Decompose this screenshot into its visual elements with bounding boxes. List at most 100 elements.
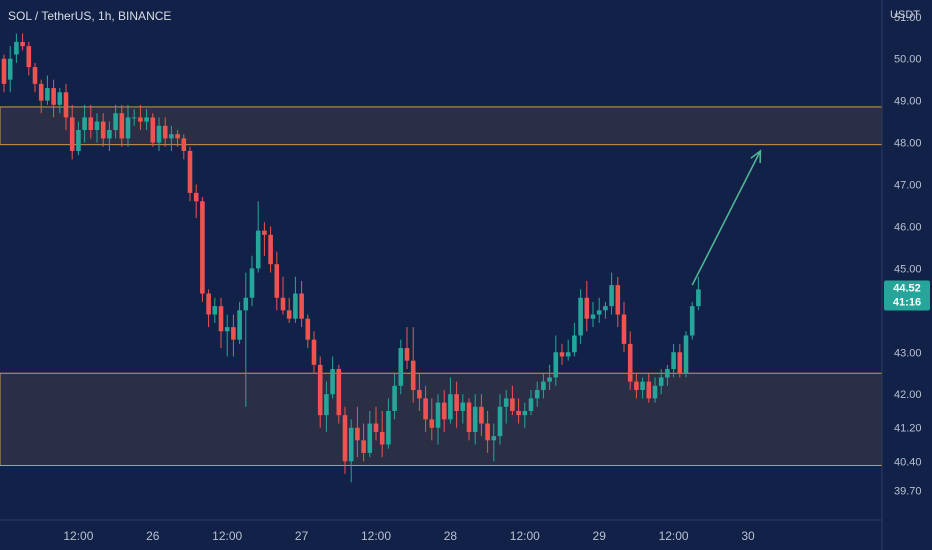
candle [224, 314, 230, 357]
candle-body [69, 117, 75, 151]
candle-body [398, 348, 404, 386]
candle-body [150, 117, 156, 143]
candle [76, 121, 81, 156]
projection-arrowhead [750, 149, 762, 163]
candle [609, 272, 614, 315]
candle [553, 335, 559, 386]
candle [671, 343, 676, 378]
candle [578, 289, 583, 344]
candle [200, 197, 205, 302]
candle [410, 327, 416, 403]
time-tick-label: 28 [444, 529, 458, 543]
current-price-tag: 44.52 41:16 [884, 280, 930, 311]
candle-body [479, 406, 484, 424]
candle-body [516, 410, 521, 416]
price-tick-label: 41.20 [894, 423, 922, 435]
candle [63, 83, 69, 130]
candle-body [224, 327, 230, 332]
candle [255, 201, 261, 273]
candle [268, 226, 273, 273]
candle [658, 369, 664, 395]
candle-body [559, 352, 565, 357]
candle [386, 398, 391, 449]
candle [175, 130, 180, 147]
candle-body [100, 121, 106, 139]
candle-body [609, 285, 614, 307]
candle [547, 364, 552, 390]
candle [516, 398, 521, 424]
candle-body [541, 381, 546, 390]
candle [193, 184, 199, 219]
candle [206, 289, 211, 328]
candle [119, 104, 125, 147]
candle-body [404, 348, 410, 361]
candle-body [373, 423, 379, 432]
candle-body [677, 352, 683, 374]
candle-body [32, 67, 38, 84]
candle [14, 33, 19, 63]
candle [348, 419, 354, 483]
candle [460, 394, 466, 424]
candle-body [367, 423, 373, 453]
candle-body [94, 121, 100, 130]
candle-body [485, 423, 490, 441]
candle-body [212, 306, 218, 315]
candle-body [510, 398, 515, 411]
candle-body [528, 398, 534, 411]
candle-body [119, 113, 125, 139]
price-tick-label: 45.00 [894, 263, 922, 275]
candle [138, 104, 143, 130]
projection-line [691, 150, 762, 286]
candle-body [113, 113, 118, 130]
candle-body [565, 352, 571, 357]
candle-body [658, 377, 664, 386]
candle-body [355, 427, 360, 441]
candle-body [454, 394, 459, 411]
time-tick-label: 12:00 [212, 529, 242, 543]
candle-body [57, 92, 63, 105]
candle-body [429, 419, 435, 428]
candle [107, 121, 112, 151]
candle [596, 297, 602, 323]
current-price-value: 44.52 [893, 283, 921, 295]
candle [615, 276, 621, 328]
candle [150, 113, 156, 147]
candle [156, 117, 162, 151]
candle [299, 280, 304, 328]
candle [7, 46, 13, 93]
candle-body [392, 385, 397, 411]
price-tick-label: 47.00 [894, 180, 922, 192]
candle-body [646, 381, 652, 399]
candle [621, 301, 627, 353]
candle-body [410, 360, 416, 390]
candle [472, 394, 478, 445]
candle [398, 339, 404, 395]
candle [497, 394, 503, 445]
candle [355, 406, 360, 458]
candle-body [187, 150, 193, 193]
price-tick-label: 39.70 [894, 486, 922, 498]
time-tick-label: 27 [295, 529, 309, 543]
candle [94, 113, 100, 143]
candle [677, 343, 683, 378]
candle-body [218, 306, 224, 332]
candle-body [243, 297, 249, 311]
candle-body [138, 117, 143, 122]
candle-body [131, 117, 137, 119]
candle-body [634, 381, 639, 390]
candle [417, 373, 422, 411]
candle-body [386, 410, 391, 445]
candle [448, 377, 453, 424]
candle-body [20, 41, 25, 47]
candle-body [45, 88, 50, 101]
candle [274, 251, 280, 311]
candle-body [553, 352, 559, 378]
time-tick-label: 30 [741, 529, 755, 543]
candle [286, 297, 292, 323]
candle [683, 331, 689, 378]
candle-body [76, 130, 81, 151]
candle [590, 301, 596, 328]
time-tick-label: 12:00 [659, 529, 689, 543]
candle [324, 381, 329, 432]
